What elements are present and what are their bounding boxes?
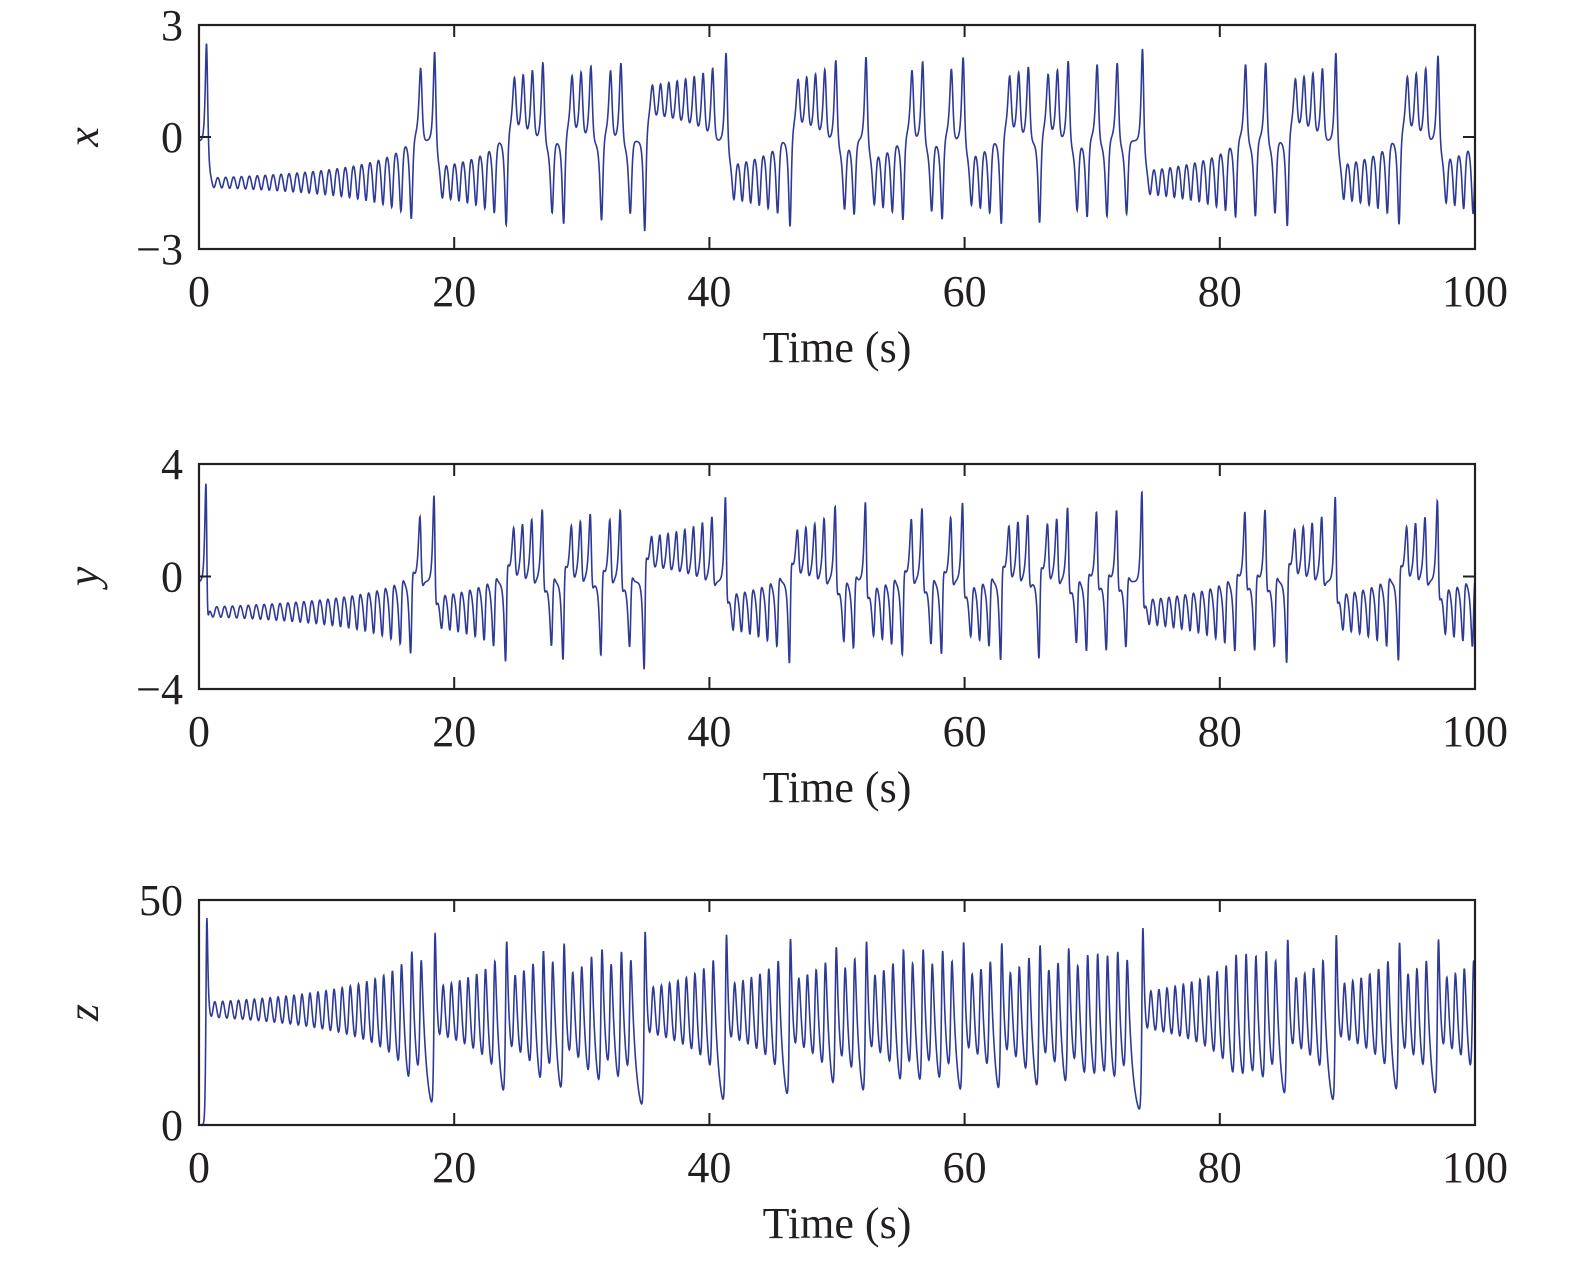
x-axis-label-y: Time (s)	[763, 763, 912, 812]
x-tick-label-z-0: 0	[188, 1143, 210, 1192]
y-axis-label-z: z	[59, 1004, 108, 1022]
subplot-z: 0 20 40 60 80 100 0 50 Time (s) z	[59, 876, 1508, 1248]
y-tick-label-z-1: 50	[139, 876, 183, 925]
x-tick-label-x-1: 20	[432, 267, 476, 316]
series-line-z	[199, 917, 1475, 1125]
series-line-x	[199, 43, 1475, 232]
y-tick-label-x-1: 0	[161, 113, 183, 162]
y-axis-label-y: y	[59, 566, 108, 590]
x-tick-label-x-2: 40	[687, 267, 731, 316]
x-tick-label-z-2: 40	[687, 1143, 731, 1192]
x-tick-label-y-4: 80	[1198, 707, 1242, 756]
y-tick-label-z-0: 0	[161, 1101, 183, 1150]
axes-box-x	[197, 23, 1477, 251]
axes-box-z	[197, 898, 1477, 1127]
x-tick-label-x-0: 0	[188, 267, 210, 316]
series-line-y	[199, 483, 1475, 670]
x-tick-label-y-2: 40	[687, 707, 731, 756]
x-axis-label-x: Time (s)	[763, 323, 912, 372]
x-tick-label-x-3: 60	[943, 267, 987, 316]
x-tick-label-x-5: 100	[1442, 267, 1508, 316]
y-axis-label-x: x	[59, 127, 108, 148]
x-tick-label-y-5: 100	[1442, 707, 1508, 756]
x-tick-label-z-4: 80	[1198, 1143, 1242, 1192]
x-tick-label-z-3: 60	[943, 1143, 987, 1192]
x-tick-label-z-5: 100	[1442, 1143, 1508, 1192]
x-tick-label-z-1: 20	[432, 1143, 476, 1192]
x-tick-label-x-4: 80	[1198, 267, 1242, 316]
x-tick-label-y-1: 20	[432, 707, 476, 756]
y-tick-label-x-2: 3	[161, 1, 183, 50]
y-tick-label-y-2: 4	[161, 440, 183, 489]
x-tick-label-y-0: 0	[188, 707, 210, 756]
y-tick-label-y-1: 0	[161, 553, 183, 602]
y-tick-label-x-0: −3	[136, 225, 183, 274]
x-axis-label-z: Time (s)	[763, 1199, 912, 1248]
x-tick-label-y-3: 60	[943, 707, 987, 756]
y-tick-label-y-0: −4	[136, 665, 183, 714]
